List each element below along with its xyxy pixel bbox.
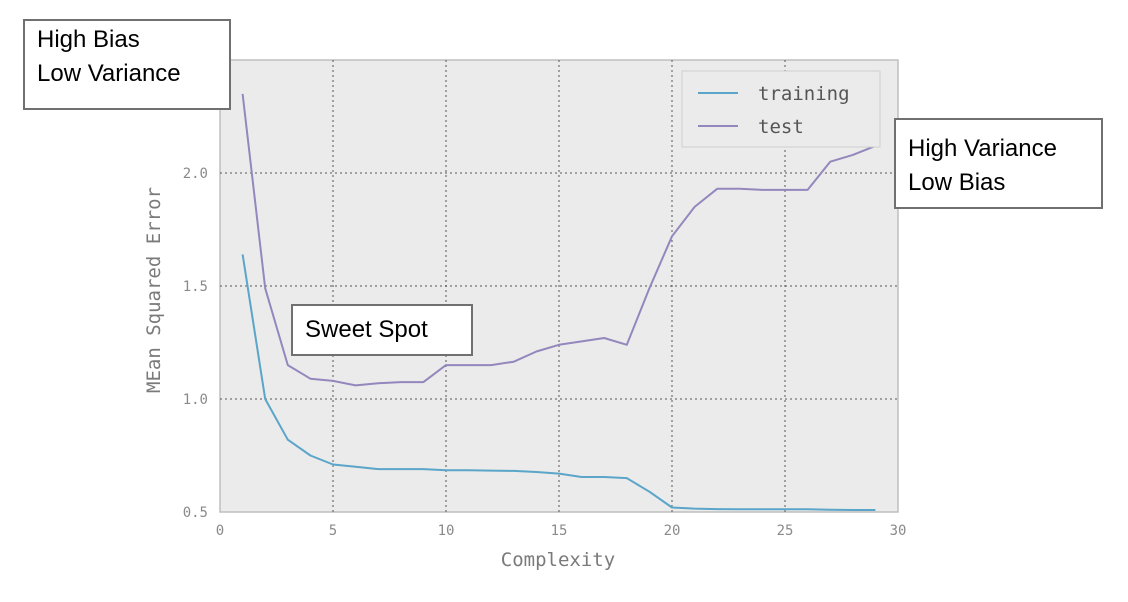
x-tick-label: 0 bbox=[216, 523, 224, 539]
high-variance-annotation: High Variance Low Bias bbox=[894, 118, 1103, 209]
x-tick-label: 30 bbox=[890, 523, 907, 539]
y-tick-label: 1.0 bbox=[183, 392, 208, 408]
x-tick-label: 10 bbox=[438, 523, 455, 539]
x-tick-label: 15 bbox=[551, 523, 568, 539]
legend-label-test: test bbox=[758, 116, 804, 138]
y-tick-label: 0.5 bbox=[183, 505, 208, 521]
x-tick-labels: 0 5 10 15 20 25 30 bbox=[216, 523, 907, 539]
y-tick-label: 2.0 bbox=[183, 166, 208, 182]
x-tick-label: 25 bbox=[777, 523, 794, 539]
legend-box bbox=[681, 70, 881, 148]
high-bias-line-2: Low Variance bbox=[37, 60, 181, 87]
x-axis-label: Complexity bbox=[501, 549, 615, 571]
high-variance-line-2: Low Bias bbox=[908, 169, 1006, 196]
y-tick-label: 1.5 bbox=[183, 279, 208, 295]
y-tick-labels: 0.5 1.0 1.5 2.0 bbox=[183, 166, 208, 521]
high-variance-line-1: High Variance bbox=[908, 135, 1057, 162]
series-lines bbox=[241, 93, 876, 511]
legend-label-training: training bbox=[758, 83, 850, 105]
series-line-test bbox=[241, 93, 876, 387]
legend: training test bbox=[681, 70, 881, 148]
high-bias-line-1: High Bias bbox=[37, 26, 140, 53]
high-bias-annotation: High Bias Low Variance bbox=[23, 19, 231, 110]
x-tick-label: 5 bbox=[329, 523, 337, 539]
sweet-spot-label: Sweet Spot bbox=[305, 316, 428, 343]
sweet-spot-annotation: Sweet Spot bbox=[291, 304, 473, 356]
x-tick-label: 20 bbox=[664, 523, 681, 539]
y-axis-label: MEan Squared Error bbox=[143, 187, 165, 393]
series-line-training bbox=[241, 254, 876, 511]
